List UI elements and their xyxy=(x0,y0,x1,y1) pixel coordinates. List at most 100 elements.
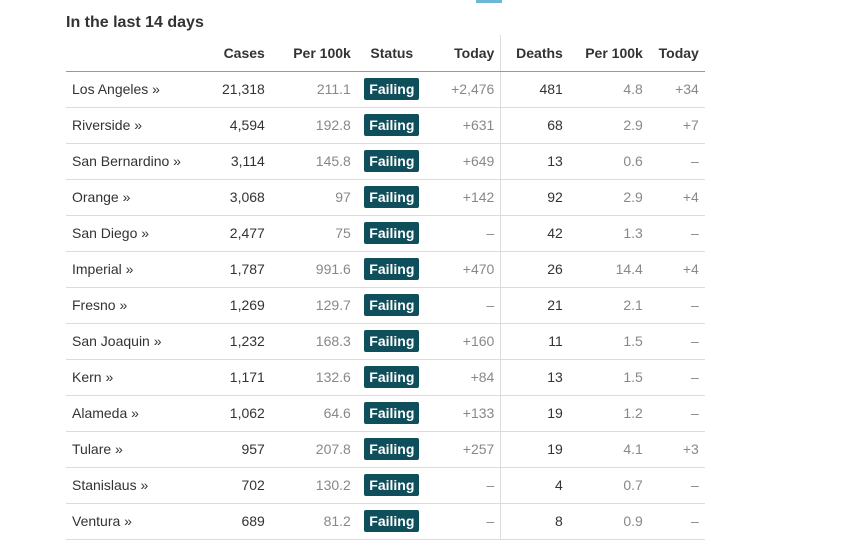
cropped-graphic-edge xyxy=(476,0,502,3)
header-per100k[interactable]: Per 100k xyxy=(270,35,357,72)
deaths-today-cell: – xyxy=(648,287,705,324)
table-row: Alameda » 1,062 64.6 Failing +133 19 1.2… xyxy=(66,395,705,432)
per100k-cell: 129.7 xyxy=(270,287,357,324)
cases-cell: 21,318 xyxy=(216,71,271,108)
county-link[interactable]: Fresno » xyxy=(72,297,128,313)
per100k-cell: 168.3 xyxy=(270,323,357,360)
county-link[interactable]: San Bernardino » xyxy=(72,153,181,169)
status-cell: Failing xyxy=(356,287,427,324)
deaths-per100k-cell: 4.8 xyxy=(568,71,649,108)
status-badge: Failing xyxy=(364,114,420,136)
today-cell: – xyxy=(426,503,501,540)
status-cell: Failing xyxy=(356,215,427,252)
deaths-cell: 68 xyxy=(500,107,569,144)
per100k-cell: 145.8 xyxy=(270,143,357,180)
deaths-today-cell: +3 xyxy=(648,431,705,468)
table-row: Riverside » 4,594 192.8 Failing +631 68 … xyxy=(66,107,705,144)
header-today[interactable]: Today xyxy=(426,35,501,72)
today-cell: – xyxy=(426,287,501,324)
status-badge: Failing xyxy=(364,474,420,496)
cases-cell: 1,171 xyxy=(216,359,271,396)
status-cell: Failing xyxy=(356,503,427,540)
table-row: Stanislaus » 702 130.2 Failing – 4 0.7 – xyxy=(66,467,705,504)
status-badge: Failing xyxy=(364,294,420,316)
county-link[interactable]: San Joaquin » xyxy=(72,333,162,349)
deaths-today-cell: – xyxy=(648,467,705,504)
county-link[interactable]: Alameda » xyxy=(72,405,139,421)
deaths-cell: 481 xyxy=(500,71,569,108)
cases-cell: 2,477 xyxy=(216,215,271,252)
county-link[interactable]: Los Angeles » xyxy=(72,81,160,97)
cases-cell: 702 xyxy=(216,467,271,504)
today-cell: +257 xyxy=(426,431,501,468)
status-badge: Failing xyxy=(364,258,420,280)
header-deaths-today[interactable]: Today xyxy=(648,35,705,72)
table-row: Tulare » 957 207.8 Failing +257 19 4.1 +… xyxy=(66,431,705,468)
deaths-cell: 8 xyxy=(500,503,569,540)
deaths-today-cell: +7 xyxy=(648,107,705,144)
status-badge: Failing xyxy=(364,366,420,388)
county-link[interactable]: San Diego » xyxy=(72,225,150,241)
county-link[interactable]: Ventura » xyxy=(72,513,132,529)
deaths-today-cell: – xyxy=(648,395,705,432)
county-link[interactable]: Riverside » xyxy=(72,117,143,133)
deaths-cell: 4 xyxy=(500,467,569,504)
county-link[interactable]: Imperial » xyxy=(72,261,134,277)
deaths-cell: 13 xyxy=(500,143,569,180)
today-cell: +160 xyxy=(426,323,501,360)
deaths-today-cell: – xyxy=(648,323,705,360)
status-cell: Failing xyxy=(356,179,427,216)
deaths-per100k-cell: 1.3 xyxy=(568,215,649,252)
table-row: Kern » 1,171 132.6 Failing +84 13 1.5 – xyxy=(66,359,705,396)
status-cell: Failing xyxy=(356,395,427,432)
per100k-cell: 97 xyxy=(270,179,357,216)
per100k-cell: 211.1 xyxy=(270,71,357,108)
status-badge: Failing xyxy=(364,438,420,460)
today-cell: +470 xyxy=(426,251,501,288)
per100k-cell: 130.2 xyxy=(270,467,357,504)
county-link[interactable]: Kern » xyxy=(72,369,114,385)
deaths-per100k-cell: 2.1 xyxy=(568,287,649,324)
deaths-per100k-cell: 14.4 xyxy=(568,251,649,288)
deaths-per100k-cell: 4.1 xyxy=(568,431,649,468)
header-deaths[interactable]: Deaths xyxy=(500,35,569,72)
cases-cell: 3,068 xyxy=(216,179,271,216)
cases-cell: 3,114 xyxy=(216,143,271,180)
today-cell: +133 xyxy=(426,395,501,432)
today-cell: – xyxy=(426,467,501,504)
deaths-today-cell: – xyxy=(648,503,705,540)
deaths-cell: 19 xyxy=(500,431,569,468)
deaths-cell: 26 xyxy=(500,251,569,288)
deaths-per100k-cell: 1.5 xyxy=(568,359,649,396)
today-cell: – xyxy=(426,215,501,252)
deaths-today-cell: +4 xyxy=(648,179,705,216)
status-badge: Failing xyxy=(364,510,420,532)
status-cell: Failing xyxy=(356,359,427,396)
deaths-today-cell: +4 xyxy=(648,251,705,288)
per100k-cell: 64.6 xyxy=(270,395,357,432)
status-cell: Failing xyxy=(356,143,427,180)
deaths-cell: 11 xyxy=(500,323,569,360)
table-header-row: Cases Per 100k Status Today Deaths Per 1… xyxy=(66,35,705,72)
status-badge: Failing xyxy=(364,330,420,352)
table-row: Fresno » 1,269 129.7 Failing – 21 2.1 – xyxy=(66,287,705,324)
table-row: San Bernardino » 3,114 145.8 Failing +64… xyxy=(66,143,705,180)
deaths-cell: 13 xyxy=(500,359,569,396)
today-cell: +649 xyxy=(426,143,501,180)
county-link[interactable]: Tulare » xyxy=(72,441,123,457)
status-cell: Failing xyxy=(356,251,427,288)
county-link[interactable]: Orange » xyxy=(72,189,131,205)
per100k-cell: 75 xyxy=(270,215,357,252)
table-row: San Joaquin » 1,232 168.3 Failing +160 1… xyxy=(66,323,705,360)
table-row: San Diego » 2,477 75 Failing – 42 1.3 – xyxy=(66,215,705,252)
county-link[interactable]: Stanislaus » xyxy=(72,477,149,493)
per100k-cell: 132.6 xyxy=(270,359,357,396)
header-deaths-per100k[interactable]: Per 100k xyxy=(568,35,649,72)
cases-cell: 957 xyxy=(216,431,271,468)
table-row: Imperial » 1,787 991.6 Failing +470 26 1… xyxy=(66,251,705,288)
section-title: In the last 14 days xyxy=(66,14,204,31)
header-status[interactable]: Status xyxy=(356,35,427,72)
header-cases[interactable]: Cases xyxy=(216,35,271,72)
table-row: Orange » 3,068 97 Failing +142 92 2.9 +4 xyxy=(66,179,705,216)
